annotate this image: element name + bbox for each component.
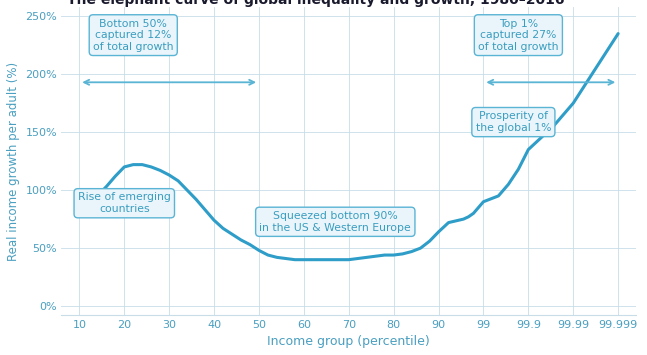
Text: Squeezed bottom 90%
in the US & Western Europe: Squeezed bottom 90% in the US & Western … [259,211,411,233]
X-axis label: Income group (percentile): Income group (percentile) [267,335,430,348]
Text: Top 1%
captured 27%
of total growth: Top 1% captured 27% of total growth [478,18,558,52]
Text: Bottom 50%
captured 12%
of total growth: Bottom 50% captured 12% of total growth [93,18,173,52]
Text: The elephant curve of global inequality and growth, 1980–2016: The elephant curve of global inequality … [67,0,565,7]
Y-axis label: Real income growth per adult (%): Real income growth per adult (%) [7,61,20,261]
Text: Prosperity of
the global 1%: Prosperity of the global 1% [476,111,551,133]
Text: Rise of emerging
countries: Rise of emerging countries [78,192,171,214]
